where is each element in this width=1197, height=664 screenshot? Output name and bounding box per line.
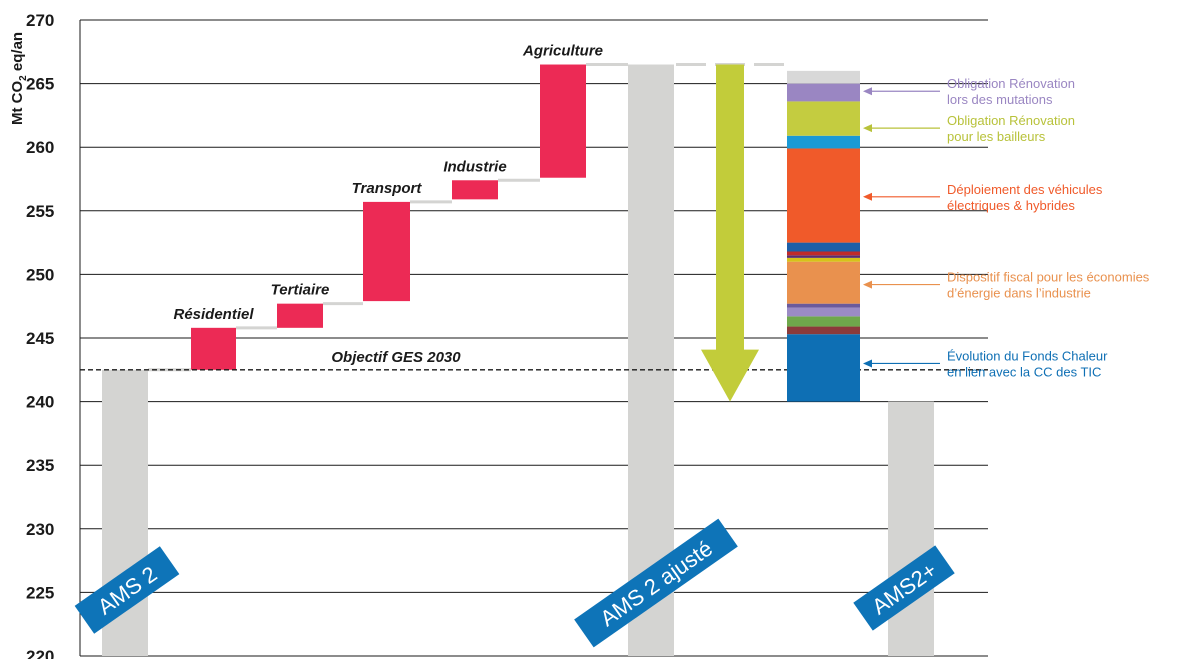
target-label: Objectif GES 2030: [331, 349, 461, 366]
y-axis-label-main: Mt CO: [9, 81, 26, 125]
increment-bar: [540, 64, 586, 178]
y-tick-label: 260: [26, 138, 54, 157]
y-tick-label: 220: [26, 647, 54, 659]
stack-segment: [787, 251, 860, 256]
annotation-arrowhead: [863, 87, 872, 96]
category-label: Agriculture: [522, 43, 603, 60]
annotation-label: lors des mutations: [947, 92, 1053, 107]
annotation-arrowhead: [863, 192, 872, 201]
annotation-label: Dispositif fiscal pour les économies: [947, 270, 1150, 285]
annotation-arrowhead: [863, 359, 872, 368]
annotation-label: Évolution du Fonds Chaleur: [947, 348, 1108, 363]
y-tick-label: 245: [26, 329, 54, 348]
annotation-label: Déploiement des véhicules: [947, 182, 1103, 197]
y-axis-label-sub: 2: [18, 75, 29, 81]
y-tick-label: 230: [26, 520, 54, 539]
bars-layer: [80, 63, 988, 656]
stack-segment: [787, 101, 860, 136]
annotation-label: d’énergie dans l’industrie: [947, 286, 1091, 301]
stack-segment: [787, 303, 860, 308]
total-badge-bg: [853, 545, 955, 631]
stack-segment: [787, 261, 860, 304]
annotation-label: Obligation Rénovation: [947, 113, 1075, 128]
y-axis-label: Mt CO2 eq/an: [9, 32, 29, 125]
stack-segment: [787, 70, 860, 84]
increment-bar: [277, 303, 323, 328]
annotation-label: en lien avec la CC des TIC: [947, 364, 1101, 379]
y-tick-label: 270: [26, 11, 54, 30]
increment-bar: [363, 201, 410, 302]
label-layer: 220 225 230 235 240 245 250 255 260 265 270 Résiden…: [26, 11, 1150, 664]
category-label: Résidentiel: [173, 306, 254, 323]
y-tick-label: 250: [26, 265, 54, 284]
stack-segment: [787, 326, 860, 335]
category-label: Transport: [352, 180, 423, 197]
increment-bar: [191, 327, 236, 370]
y-tick-label: 240: [26, 393, 54, 412]
annotation-label: électriques & hybrides: [947, 198, 1075, 213]
y-tick-label: 265: [26, 75, 54, 94]
increment-bar: [452, 180, 498, 200]
stack-segment: [787, 255, 860, 258]
annotation-label: Obligation Rénovation: [947, 76, 1075, 91]
stack-segment: [787, 334, 860, 402]
total-badge-bg: [574, 518, 738, 648]
category-label: Industrie: [443, 158, 506, 175]
annotation-arrowhead: [863, 124, 872, 133]
stack-segment: [787, 307, 860, 317]
annotation-label: pour les bailleurs: [947, 129, 1046, 144]
total-bar: [888, 401, 934, 656]
y-tick-label: 225: [26, 583, 54, 602]
stack-segment: [787, 83, 860, 102]
annotation-arrowhead: [863, 280, 872, 289]
y-axis-label-tail: eq/an: [9, 32, 26, 75]
y-tick-label: 255: [26, 202, 54, 221]
reduction-arrow: [701, 64, 759, 402]
stack-segment: [787, 257, 860, 262]
y-tick-label: 235: [26, 456, 54, 475]
category-label: Tertiaire: [271, 282, 330, 299]
stack-segment: [787, 242, 860, 252]
stack-segment: [787, 148, 860, 243]
stack-segment: [787, 135, 860, 149]
stack-segment: [787, 316, 860, 327]
total-badge-bg: [74, 546, 180, 634]
